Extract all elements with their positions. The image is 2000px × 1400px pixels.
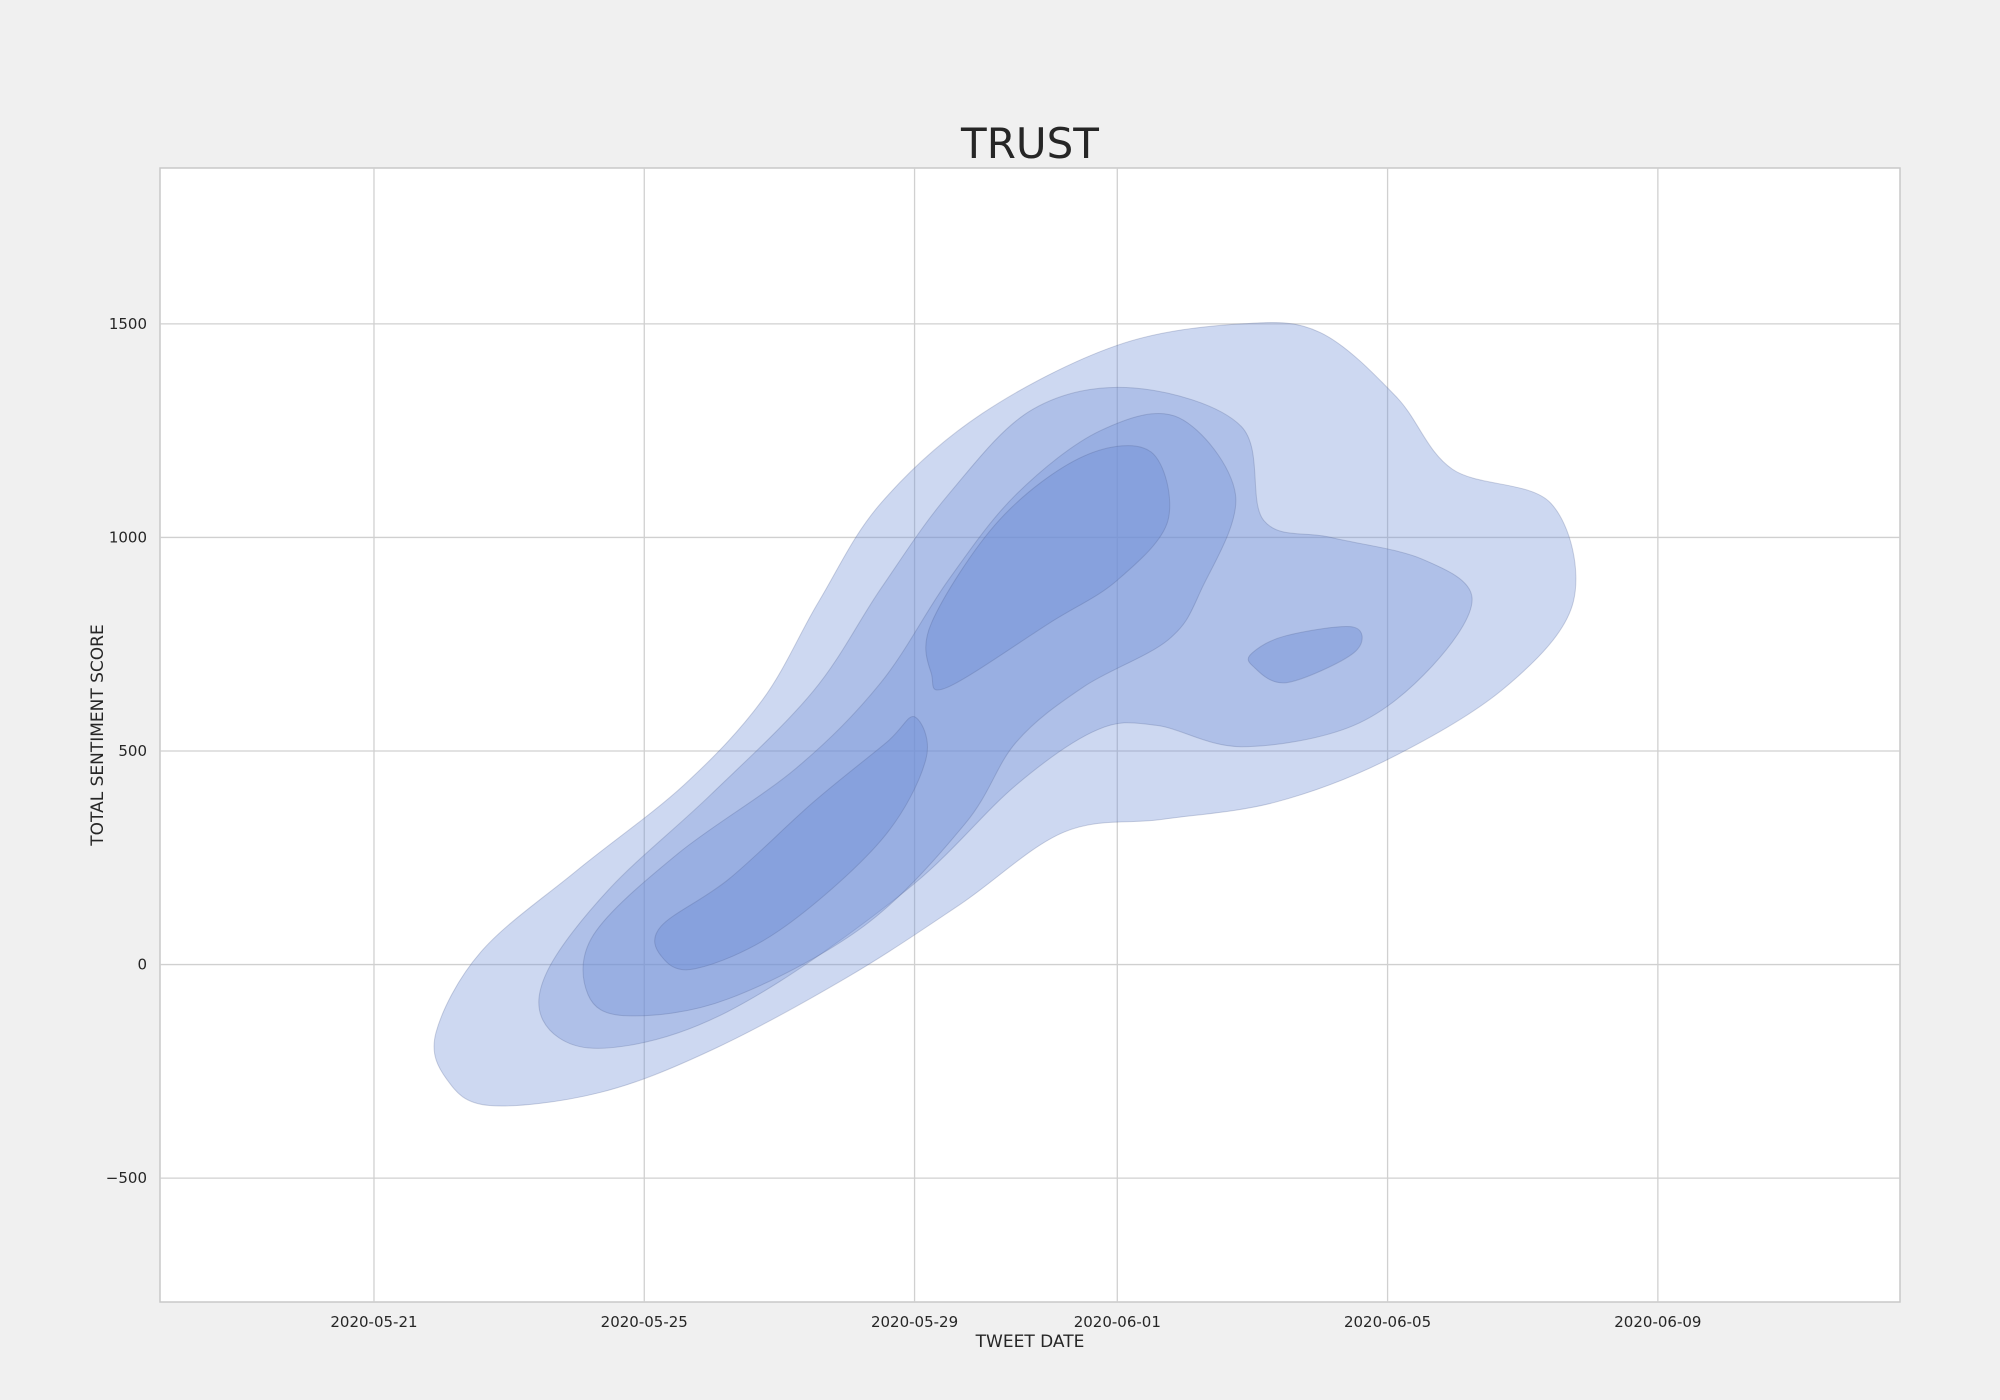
x-axis-label: TWEET DATE <box>975 1332 1085 1352</box>
x-tick-label: 2020-05-25 <box>601 1313 688 1331</box>
contour-level-4-2 <box>925 445 1171 691</box>
y-tick-label: 1500 <box>109 315 147 333</box>
x-tick-label: 2020-05-21 <box>330 1313 417 1331</box>
y-tick-label: 1000 <box>109 528 147 546</box>
contour-level-4-3 <box>1247 626 1363 684</box>
y-tick-label: 0 <box>137 956 147 974</box>
y-tick-label: 500 <box>118 742 147 760</box>
density-contours <box>433 322 1577 1107</box>
contour-level-2-1 <box>538 386 1473 1049</box>
contour-level-1-1 <box>433 322 1577 1107</box>
gridlines <box>160 168 1900 1302</box>
contour-level-4-1 <box>654 716 928 971</box>
chart-title: TRUST <box>960 119 1099 168</box>
x-tick-label: 2020-05-29 <box>871 1313 958 1331</box>
plot-area <box>159 167 1901 1303</box>
y-tick-labels: −500 0 500 1000 1500 <box>106 315 147 1187</box>
y-tick-label: −500 <box>106 1169 147 1187</box>
x-tick-label: 2020-06-05 <box>1344 1313 1431 1331</box>
x-tick-labels: 2020-05-21 2020-05-25 2020-05-29 2020-06-01… <box>330 1313 1701 1331</box>
y-axis-label: TOTAL SENTIMENT SCORE <box>88 624 108 847</box>
x-tick-label: 2020-06-09 <box>1614 1313 1701 1331</box>
contour-level-3-1 <box>582 413 1237 1017</box>
x-tick-label: 2020-06-01 <box>1074 1313 1161 1331</box>
